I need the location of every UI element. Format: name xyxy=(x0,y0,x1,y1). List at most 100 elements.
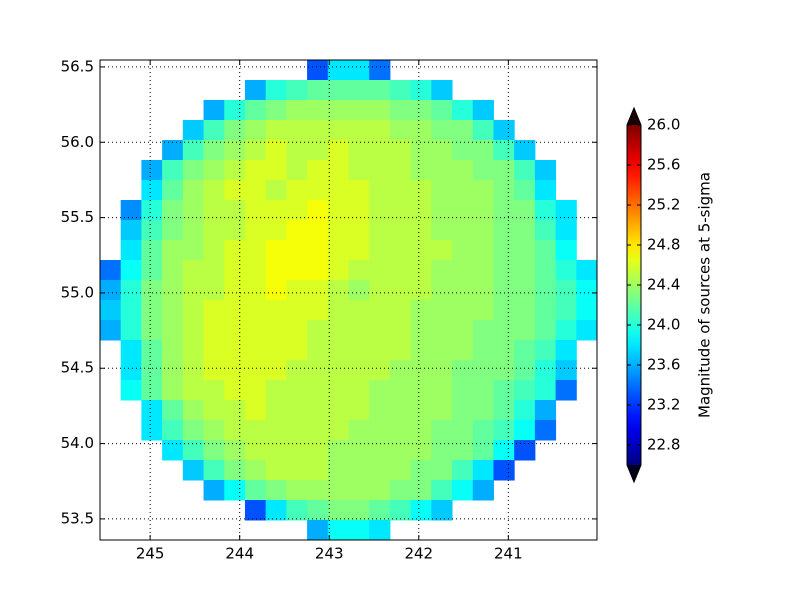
heatmap-cell xyxy=(493,200,515,221)
heatmap-cell xyxy=(452,420,474,441)
heatmap-cell xyxy=(203,160,225,181)
heatmap-cell xyxy=(141,280,163,301)
heatmap-cell xyxy=(534,260,557,281)
heatmap-cell xyxy=(182,220,205,241)
heatmap-cell xyxy=(369,380,391,401)
heatmap-cell xyxy=(369,460,391,481)
heatmap-cell xyxy=(286,380,308,401)
heatmap-cell xyxy=(203,420,225,441)
heatmap-cell xyxy=(182,460,205,481)
heatmap-cell xyxy=(555,300,577,321)
heatmap-cell xyxy=(265,260,287,281)
heatmap-cell xyxy=(286,500,308,521)
heatmap-cell xyxy=(244,180,267,201)
heatmap-cell xyxy=(452,180,474,201)
heatmap-cell xyxy=(369,260,391,281)
heatmap-cell xyxy=(286,400,308,421)
heatmap-cell xyxy=(141,320,163,341)
heatmap-cell xyxy=(472,440,494,461)
heatmap-cell xyxy=(224,140,246,161)
heatmap-cell xyxy=(307,420,329,441)
heatmap-cell xyxy=(327,460,349,481)
colorbar-tick-label: 24.0 xyxy=(647,316,680,334)
heatmap-cell xyxy=(327,180,349,201)
heatmap-cell xyxy=(452,120,474,141)
heatmap-cell xyxy=(265,440,287,461)
heatmap-cell xyxy=(410,160,432,181)
heatmap-cell xyxy=(100,280,122,301)
heatmap-cell xyxy=(203,140,225,161)
heatmap-cell xyxy=(348,240,370,261)
heatmap-cell xyxy=(431,300,453,321)
heatmap-cell xyxy=(410,240,432,261)
heatmap-cell xyxy=(203,340,225,361)
heatmap-cell xyxy=(369,500,391,521)
heatmap-cell xyxy=(452,240,474,261)
heatmap-cell xyxy=(244,420,267,441)
heatmap-cell xyxy=(162,240,184,261)
heatmap-cell xyxy=(120,300,142,321)
heatmap-cell xyxy=(307,80,329,101)
heatmap-cell xyxy=(348,520,370,541)
heatmap-cell xyxy=(514,440,536,461)
heatmap-cell xyxy=(431,120,453,141)
heatmap-cell xyxy=(369,120,391,141)
heatmap-cell xyxy=(224,360,246,381)
heatmap-cell xyxy=(348,220,370,241)
heatmap-cell xyxy=(307,480,329,501)
heatmap-cell xyxy=(389,340,412,361)
heatmap-cell xyxy=(369,520,391,541)
heatmap-cell xyxy=(555,380,577,401)
heatmap-cell xyxy=(534,380,557,401)
heatmap-cell xyxy=(162,400,184,421)
heatmap-cell xyxy=(431,180,453,201)
heatmap-cell xyxy=(348,380,370,401)
heatmap-cell xyxy=(286,140,308,161)
heatmap-cell xyxy=(162,200,184,221)
heatmap-cell xyxy=(307,240,329,261)
heatmap-cell xyxy=(203,460,225,481)
heatmap-cell xyxy=(265,420,287,441)
heatmap-cell xyxy=(141,180,163,201)
heatmap-cell xyxy=(431,400,453,421)
heatmap-cell xyxy=(348,440,370,461)
heatmap-cell xyxy=(410,420,432,441)
heatmap-cell xyxy=(244,320,267,341)
heatmap-cell xyxy=(534,180,557,201)
heatmap-cell xyxy=(120,280,142,301)
heatmap-cell xyxy=(162,280,184,301)
heatmap-cell xyxy=(431,140,453,161)
heatmap-cell xyxy=(141,360,163,381)
heatmap-cell xyxy=(348,400,370,421)
heatmap-cell xyxy=(162,140,184,161)
heatmap-cell xyxy=(182,140,205,161)
heatmap-cell xyxy=(493,220,515,241)
colorbar-tick-label: 23.2 xyxy=(647,396,680,414)
heatmap-cell xyxy=(307,140,329,161)
heatmap-cell xyxy=(410,120,432,141)
heatmap-cell xyxy=(452,460,474,481)
heatmap-cell xyxy=(431,260,453,281)
heatmap-cell xyxy=(452,340,474,361)
heatmap-cell xyxy=(307,320,329,341)
heatmap-cell xyxy=(389,240,412,261)
heatmap-cell xyxy=(576,260,598,281)
heatmap-cell xyxy=(534,320,557,341)
colorbar-tick-label: 23.6 xyxy=(647,356,680,374)
heatmap-cell xyxy=(389,300,412,321)
heatmap-cell xyxy=(265,500,287,521)
colorbar-tick-label: 25.2 xyxy=(647,196,680,214)
heatmap-cell xyxy=(389,100,412,121)
heatmap-cell xyxy=(265,400,287,421)
heatmap-cell xyxy=(182,420,205,441)
heatmap-cell xyxy=(203,300,225,321)
heatmap-cell xyxy=(514,240,536,261)
heatmap-cell xyxy=(327,320,349,341)
heatmap-cell xyxy=(389,460,412,481)
heatmap-cell xyxy=(182,320,205,341)
heatmap-cell xyxy=(555,360,577,381)
heatmap-cell xyxy=(162,380,184,401)
heatmap-cell xyxy=(410,260,432,281)
heatmap-cell xyxy=(369,420,391,441)
heatmap-cell xyxy=(493,440,515,461)
